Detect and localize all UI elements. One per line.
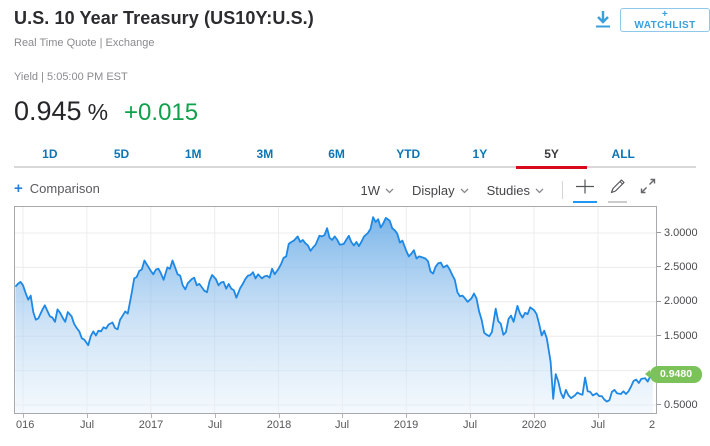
download-button[interactable] — [590, 8, 616, 34]
y-axis-label: 2.5000 — [657, 260, 698, 273]
tab-1y[interactable]: 1Y — [472, 147, 488, 161]
price-unit: % — [87, 99, 109, 125]
x-axis-tick — [279, 414, 280, 418]
x-axis-label: Jul — [79, 419, 95, 431]
chevron-down-icon — [385, 181, 394, 199]
x-axis-tick — [342, 414, 343, 418]
x-axis-label: 2 — [649, 419, 656, 431]
crosshair-tool-button[interactable] — [573, 179, 597, 203]
interval-dropdown-label: 1W — [360, 182, 381, 198]
x-axis: 016 Jul 2017 Jul 2018 Jul 2019 Jul 2020 Jul 2 — [15, 414, 656, 434]
x-axis-tick — [215, 414, 216, 418]
chart-area-fill — [15, 217, 653, 413]
x-axis-tick — [23, 414, 24, 418]
x-axis-tick — [470, 414, 471, 418]
x-axis-label: Jul — [334, 419, 350, 431]
y-axis-label: 0.5000 — [657, 398, 698, 411]
y-axis-label: 2.0000 — [657, 295, 698, 308]
tab-ytd[interactable]: YTD — [396, 147, 421, 161]
y-axis-label: 1.5000 — [657, 329, 698, 342]
page-title: U.S. 10 Year Treasury (US10Y:U.S.) — [14, 8, 314, 28]
display-dropdown[interactable]: Display — [412, 181, 469, 199]
x-axis-label: 2017 — [138, 419, 164, 431]
chevron-down-icon — [460, 181, 469, 199]
toolbar-divider — [562, 181, 563, 199]
chart-tools: 1W Display Studies — [361, 178, 657, 203]
tab-5d[interactable]: 5D — [113, 147, 130, 161]
fullscreen-button[interactable] — [640, 178, 656, 202]
crosshair-icon — [575, 179, 595, 198]
tabs-underline — [14, 166, 696, 168]
add-watchlist-button[interactable]: + WATCHLIST — [620, 8, 710, 32]
tab-3m[interactable]: 3M — [256, 147, 274, 161]
pencil-icon — [609, 179, 626, 198]
studies-dropdown-label: Studies — [486, 182, 530, 198]
x-axis-label: 2018 — [266, 419, 292, 431]
download-icon — [591, 11, 615, 35]
price-row: 0.945 % +0.015 — [14, 96, 198, 127]
comparison-label: Comparison — [29, 181, 100, 196]
display-dropdown-label: Display — [412, 182, 455, 198]
tab-all[interactable]: ALL — [611, 147, 635, 161]
x-axis-label: 2019 — [393, 419, 419, 431]
tab-1m[interactable]: 1M — [184, 147, 202, 161]
y-axis-label: 3.0000 — [657, 226, 698, 239]
chevron-down-icon — [535, 181, 544, 199]
price-value: 0.945 — [14, 96, 82, 126]
price-chart[interactable] — [14, 206, 657, 414]
quote-source-label: Real Time Quote | Exchange — [14, 37, 155, 49]
price-change: +0.015 — [124, 99, 199, 126]
quote-time-label: Yield | 5:05:00 PM EST — [14, 71, 128, 83]
expand-icon — [640, 178, 656, 198]
tab-6m[interactable]: 6M — [328, 147, 345, 161]
chart-line — [15, 216, 654, 403]
x-axis-tick — [87, 414, 88, 418]
x-axis-tick — [151, 414, 152, 418]
chart-toolbar: + Comparison 1W Display Studies — [14, 178, 657, 203]
draw-tool-button[interactable] — [608, 178, 627, 203]
x-axis-label: Jul — [462, 419, 478, 431]
comparison-button[interactable]: + Comparison — [14, 179, 100, 197]
interval-dropdown[interactable]: 1W — [361, 181, 395, 199]
x-axis-tick — [534, 414, 535, 418]
x-axis-label: Jul — [207, 419, 223, 431]
x-axis-label: Jul — [590, 419, 606, 431]
studies-dropdown[interactable]: Studies — [487, 181, 544, 199]
x-axis-tick — [406, 414, 407, 418]
tab-5y[interactable]: 5Y — [515, 144, 588, 169]
plus-icon: + — [14, 179, 23, 197]
x-axis-label: 016 — [16, 419, 35, 431]
x-axis-tick — [598, 414, 599, 418]
last-price-badge: 0.9480 — [645, 365, 702, 383]
x-axis-label: 2020 — [521, 419, 547, 431]
range-tabs: 1D 5D 1M 3M 6M YTD 1Y 5Y ALL — [14, 144, 659, 169]
y-axis: 3.0000 2.5000 2.0000 1.5000 0.5000 — [657, 206, 710, 414]
tab-1d[interactable]: 1D — [42, 147, 58, 161]
